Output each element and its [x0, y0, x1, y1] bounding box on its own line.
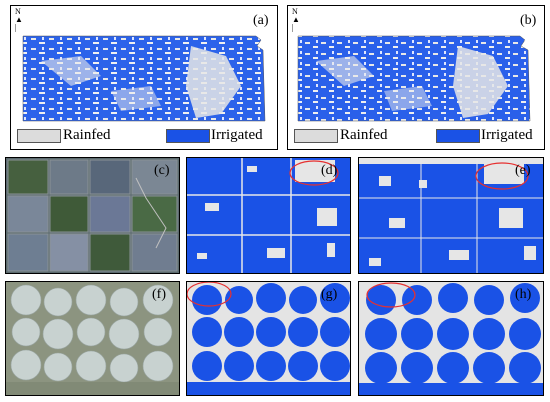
classified-map-h: (h) — [358, 281, 544, 396]
classified-map-g: (g) — [186, 281, 351, 396]
highlight-circle — [187, 282, 232, 307]
irrigation-map-kansas-b — [297, 35, 531, 122]
legend-label-irrigated: Irrigated — [211, 127, 263, 143]
highlight-circle — [366, 282, 416, 308]
map-panel-b: N ▲ | (b) Rainfed Irrigated — [287, 5, 545, 150]
classified-map-d: (d) — [186, 157, 351, 274]
panel-b-label: (b) — [520, 13, 537, 28]
map-panel-a: N ▲ | (a) Rainfed Irrigated — [10, 5, 278, 150]
panel-a-label: (a) — [253, 13, 269, 28]
north-arrow: N ▲ | — [15, 7, 23, 32]
legend-label-irrigated: Irrigated — [481, 127, 533, 143]
north-arrow: N ▲ | — [292, 7, 300, 32]
classified-map-e: (e) — [358, 157, 544, 274]
panel-f-label: (f) — [152, 287, 166, 302]
satellite-image-c: (c) — [5, 157, 180, 274]
highlight-circle — [475, 162, 529, 190]
satellite-fields-grid — [6, 158, 179, 273]
panel-d-label: (d) — [321, 163, 338, 178]
panel-c-label: (c) — [154, 163, 170, 178]
classified-fields-e — [359, 158, 543, 273]
classified-pivots-g — [187, 282, 350, 395]
legend-label-rainfed: Rainfed — [63, 127, 111, 143]
panel-e-label: (e) — [515, 163, 531, 178]
irrigation-map-kansas-a — [22, 35, 266, 122]
legend-swatch-rainfed — [294, 129, 338, 143]
legend-label-rainfed: Rainfed — [340, 127, 388, 143]
classified-fields-d — [187, 158, 350, 273]
legend-swatch-irrigated — [436, 129, 480, 143]
classified-pivots-h — [359, 282, 543, 395]
panel-g-label: (g) — [321, 287, 338, 302]
satellite-image-f: (f) — [5, 281, 180, 396]
legend-swatch-rainfed — [17, 129, 61, 143]
highlight-circle — [289, 160, 339, 186]
satellite-center-pivots — [6, 282, 179, 395]
panel-h-label: (h) — [515, 287, 532, 302]
legend-swatch-irrigated — [166, 129, 210, 143]
